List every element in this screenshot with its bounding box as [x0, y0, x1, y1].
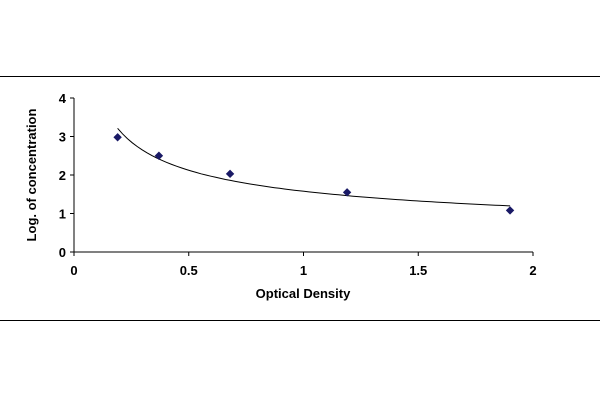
chart-svg: 0 0.5 1 1.5 2 0 1 2 3 4 Optical Density Log. of c…	[24, 91, 537, 301]
x-axis-title: Optical Density	[256, 286, 351, 301]
y-tick-label: 0	[59, 245, 66, 260]
x-tick-label: 0.5	[180, 263, 198, 278]
y-tick-label: 4	[59, 91, 67, 106]
x-tick-label: 1	[300, 263, 307, 278]
trendline	[117, 127, 511, 207]
y-tick-label: 1	[59, 207, 66, 222]
x-tick-label: 1.5	[409, 263, 427, 278]
data-point	[505, 206, 515, 215]
ticks: 0 0.5 1 1.5 2 0 1 2 3 4	[59, 91, 537, 278]
axes	[73, 98, 533, 253]
y-axis-title: Log. of concentration	[24, 109, 39, 242]
data-point	[225, 169, 235, 179]
x-tick-label: 2	[529, 263, 536, 278]
chart-frame: 0 0.5 1 1.5 2 0 1 2 3 4 Optical Density Log. of c…	[0, 76, 600, 321]
data-point	[154, 151, 164, 160]
x-tick-label: 0	[70, 263, 77, 278]
y-tick-label: 3	[59, 130, 66, 145]
data-points	[113, 133, 515, 215]
data-point	[342, 188, 352, 197]
data-point	[113, 133, 122, 142]
y-tick-label: 2	[59, 168, 66, 183]
